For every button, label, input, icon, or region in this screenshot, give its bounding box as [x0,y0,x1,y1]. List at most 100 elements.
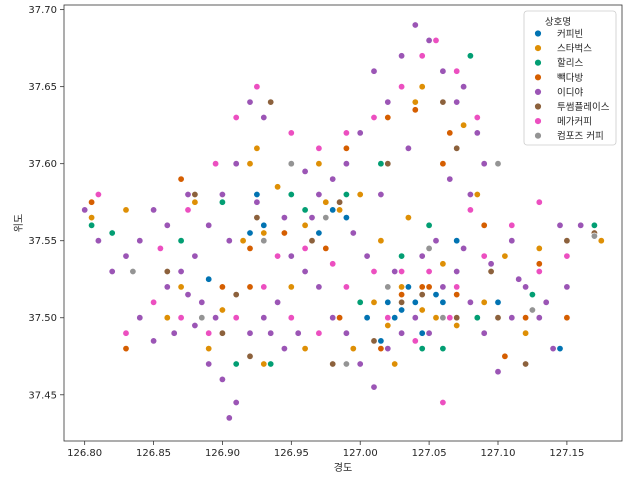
point-5-8 [563,237,571,245]
point-4-59 [191,252,199,260]
point-4-12 [246,329,254,337]
point-3-19 [177,175,185,183]
point-1-25 [315,160,323,168]
point-4-39 [480,160,488,168]
point-0-10 [432,291,440,299]
point-1-19 [88,214,96,222]
point-3-7 [439,160,447,168]
point-0-14 [494,298,502,306]
point-5-14 [308,237,316,245]
point-4-67 [473,129,481,137]
point-4-4 [150,337,158,345]
point-1-31 [274,183,282,191]
x-tick-label-5: 127.05 [412,448,447,459]
point-6-17 [535,267,543,275]
point-5-7 [487,267,495,275]
y-tick-label-5: 37.70 [28,5,57,16]
point-7-8 [384,283,392,291]
point-4-47 [370,67,378,75]
x-tick-label-2: 126.90 [205,448,240,459]
legend-marker-1 [534,44,542,52]
point-1-16 [501,252,509,260]
point-5-4 [398,298,406,306]
point-1-15 [473,191,481,199]
point-4-71 [349,229,357,237]
point-6-0 [94,191,102,199]
point-0-9 [260,221,268,229]
point-4-9 [218,375,226,383]
point-5-12 [384,160,392,168]
point-4-41 [453,98,461,106]
point-6-27 [315,144,323,152]
point-4-45 [398,52,406,60]
point-5-11 [439,98,447,106]
point-1-12 [411,98,419,106]
point-4-11 [225,414,233,422]
point-5-18 [329,360,337,368]
point-1-9 [239,237,247,245]
point-2-18 [342,191,350,199]
point-5-3 [232,291,240,299]
point-6-40 [466,206,474,214]
point-6-15 [480,252,488,260]
point-4-10 [232,398,240,406]
point-0-8 [246,229,254,237]
point-4-21 [370,383,378,391]
point-4-0 [81,206,89,214]
point-5-1 [191,191,199,199]
legend-marker-2 [534,58,542,67]
point-4-50 [329,175,337,183]
point-2-8 [267,360,275,368]
point-4-34 [549,345,557,353]
point-4-19 [342,329,350,337]
point-1-13 [418,83,426,91]
point-1-22 [205,345,213,353]
point-4-86 [280,345,288,353]
point-5-13 [336,198,344,206]
point-6-21 [453,67,461,75]
point-0-0 [398,306,406,314]
point-4-56 [232,160,240,168]
point-4-25 [425,329,433,337]
point-6-34 [274,252,282,260]
point-1-0 [398,283,406,291]
point-6-5 [232,314,240,322]
point-5-16 [218,329,226,337]
point-1-1 [418,306,426,314]
point-6-11 [398,267,406,275]
point-1-21 [177,283,185,291]
point-0-6 [342,214,350,222]
point-4-22 [384,345,392,353]
point-6-29 [253,83,261,91]
point-0-7 [329,206,337,214]
point-4-62 [150,206,158,214]
point-4-70 [377,191,385,199]
point-1-20 [122,206,130,214]
point-6-7 [287,314,295,322]
point-0-12 [418,329,426,337]
point-3-5 [425,283,433,291]
point-3-6 [453,291,461,299]
point-2-16 [473,314,481,322]
point-2-10 [425,221,433,229]
point-4-82 [487,260,495,268]
legend-label-7: 컴포즈 커피 [557,130,604,142]
x-tick-label-4: 127.00 [343,448,378,459]
point-4-66 [460,83,468,91]
point-0-4 [384,298,392,306]
point-2-3 [590,221,598,229]
point-4-80 [432,237,440,245]
point-6-36 [329,260,337,268]
point-4-69 [404,144,412,152]
point-4-3 [136,314,144,322]
point-4-15 [287,252,295,260]
point-4-81 [460,244,468,252]
point-4-35 [563,283,571,291]
point-1-33 [404,214,412,222]
legend-box [523,10,617,146]
point-4-61 [163,221,171,229]
point-3-4 [398,291,406,299]
point-4-7 [191,321,199,329]
point-2-4 [418,345,426,353]
